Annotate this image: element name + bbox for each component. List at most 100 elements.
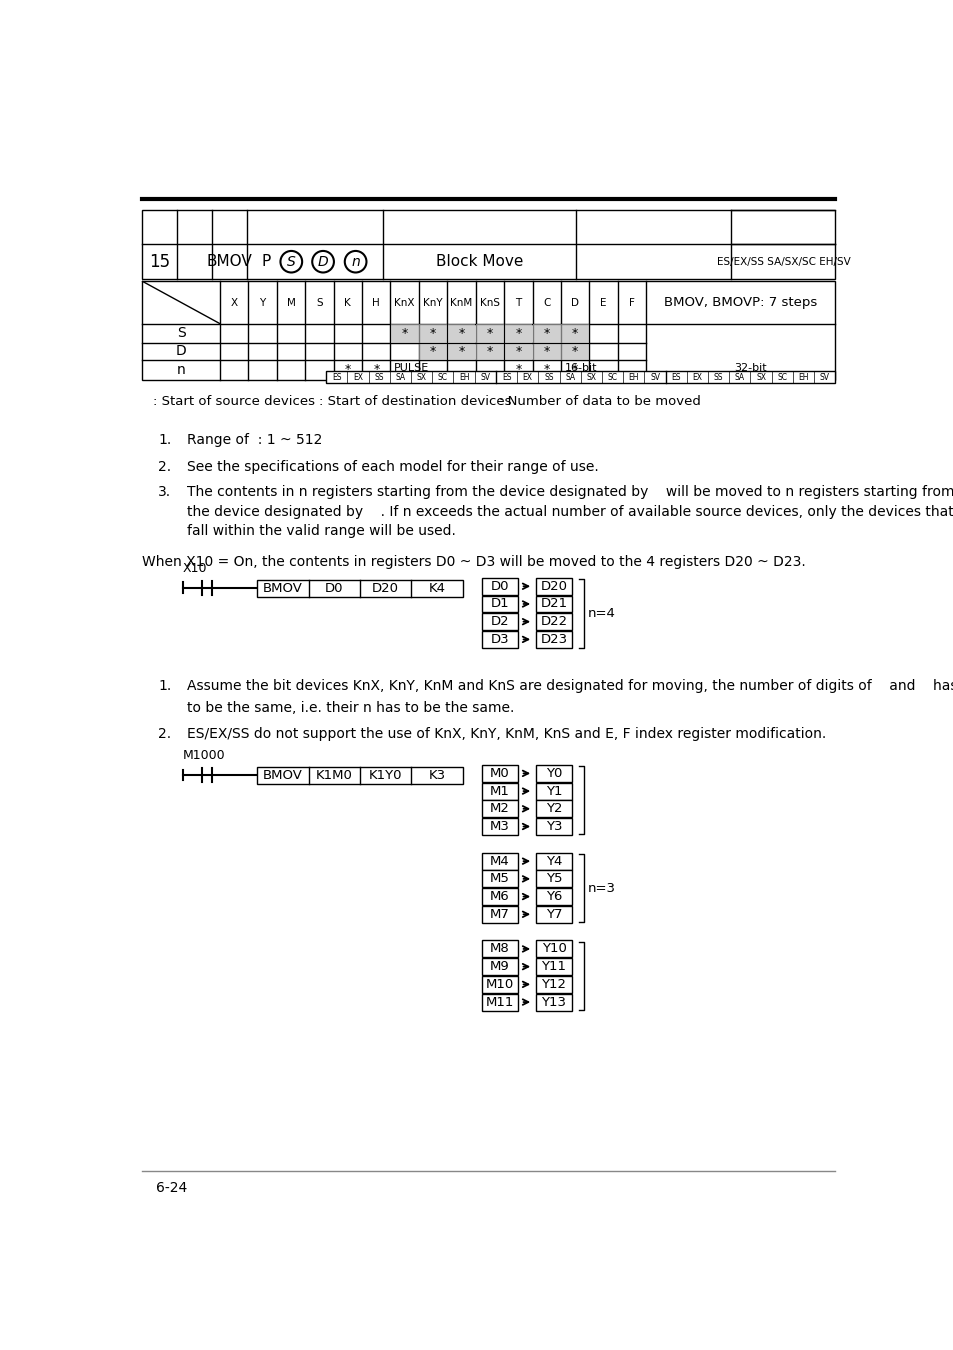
Text: *: *: [486, 327, 493, 340]
Bar: [419, 324, 446, 343]
Text: M10: M10: [485, 977, 514, 991]
Text: the device designated by    . If n exceeds the actual number of available source: the device designated by . If n exceeds …: [187, 505, 953, 518]
Text: KnS: KnS: [479, 297, 499, 308]
Text: D3: D3: [490, 633, 509, 645]
Text: K: K: [344, 297, 351, 308]
Bar: [447, 344, 475, 360]
Text: 16-bit: 16-bit: [564, 363, 597, 374]
Bar: [536, 630, 571, 648]
Text: EX: EX: [692, 373, 701, 382]
Text: *: *: [543, 344, 549, 358]
Bar: [481, 994, 517, 1011]
Text: : Start of source devices: : Start of source devices: [153, 394, 315, 408]
Text: S: S: [176, 327, 186, 340]
Text: to be the same, i.e. their n has to be the same.: to be the same, i.e. their n has to be t…: [187, 701, 515, 716]
Text: D0: D0: [490, 579, 509, 593]
Text: *: *: [430, 327, 436, 340]
Text: M3: M3: [489, 819, 509, 833]
Bar: [536, 871, 571, 887]
Bar: [481, 941, 517, 957]
Text: Y3: Y3: [545, 819, 561, 833]
Bar: [533, 324, 560, 343]
Text: E: E: [599, 297, 606, 308]
Text: : Number of data to be moved: : Number of data to be moved: [498, 394, 700, 408]
Text: Y4: Y4: [545, 855, 561, 868]
Text: D22: D22: [540, 616, 567, 628]
Text: SX: SX: [416, 373, 426, 382]
Text: *: *: [458, 344, 464, 358]
Text: M5: M5: [489, 872, 509, 886]
Text: The contents in n registers starting from the device designated by    will be mo: The contents in n registers starting fro…: [187, 486, 953, 500]
Text: SS: SS: [543, 373, 553, 382]
Bar: [481, 765, 517, 782]
Bar: [476, 324, 503, 343]
Text: M8: M8: [490, 942, 509, 956]
Text: D: D: [317, 255, 328, 269]
Text: 2.: 2.: [158, 460, 171, 474]
Text: 3.: 3.: [158, 486, 171, 500]
Text: D2: D2: [490, 616, 509, 628]
Text: ES: ES: [671, 373, 680, 382]
Text: : Start of destination devices: : Start of destination devices: [319, 394, 511, 408]
Text: Y10: Y10: [541, 942, 566, 956]
Text: D20: D20: [540, 579, 567, 593]
Text: n: n: [176, 363, 186, 377]
Text: EH: EH: [798, 373, 808, 382]
Bar: [257, 767, 462, 784]
Text: S: S: [315, 297, 322, 308]
Text: Y1: Y1: [545, 784, 561, 798]
Bar: [536, 906, 571, 923]
Text: *: *: [486, 344, 493, 358]
Text: KnX: KnX: [394, 297, 415, 308]
Text: S: S: [287, 255, 295, 269]
Text: BMOV: BMOV: [263, 769, 302, 782]
Text: K4: K4: [428, 582, 445, 595]
Bar: [481, 906, 517, 923]
Bar: [257, 580, 462, 597]
Text: *: *: [543, 327, 549, 340]
Text: Block Move: Block Move: [436, 254, 523, 269]
Text: *: *: [543, 363, 549, 377]
Text: M1: M1: [489, 784, 509, 798]
Bar: [419, 344, 446, 360]
Text: EH: EH: [628, 373, 639, 382]
Text: M4: M4: [490, 855, 509, 868]
Text: *: *: [515, 344, 521, 358]
Text: *: *: [515, 363, 521, 377]
Bar: [481, 853, 517, 869]
Bar: [536, 613, 571, 630]
Text: K1M0: K1M0: [315, 769, 353, 782]
Text: n: n: [351, 255, 359, 269]
Text: When X10 = On, the contents in registers D0 ~ D3 will be moved to the 4 register: When X10 = On, the contents in registers…: [142, 555, 805, 568]
Text: *: *: [373, 363, 379, 377]
Bar: [481, 630, 517, 648]
Text: ES/EX/SS SA/SX/SC EH/SV: ES/EX/SS SA/SX/SC EH/SV: [716, 256, 849, 267]
Text: SC: SC: [777, 373, 786, 382]
Bar: [481, 958, 517, 975]
Bar: [536, 595, 571, 613]
Text: Assume the bit devices KnX, KnY, KnM and KnS are designated for moving, the numb: Assume the bit devices KnX, KnY, KnM and…: [187, 679, 953, 694]
Text: K3: K3: [428, 769, 445, 782]
Text: X10: X10: [183, 562, 207, 575]
Text: M0: M0: [490, 767, 509, 780]
Text: Y6: Y6: [545, 890, 561, 903]
Text: SX: SX: [756, 373, 765, 382]
Bar: [560, 344, 588, 360]
Text: n=4: n=4: [587, 608, 616, 620]
Text: M6: M6: [490, 890, 509, 903]
Bar: [447, 324, 475, 343]
Text: D1: D1: [490, 598, 509, 610]
Text: X: X: [231, 297, 237, 308]
Bar: [142, 209, 835, 279]
Bar: [481, 801, 517, 817]
Bar: [536, 853, 571, 869]
Text: M7: M7: [489, 907, 509, 921]
Text: SS: SS: [713, 373, 722, 382]
Bar: [481, 888, 517, 905]
Text: ES/EX/SS do not support the use of KnX, KnY, KnM, KnS and E, F index register mo: ES/EX/SS do not support the use of KnX, …: [187, 728, 826, 741]
Text: *: *: [430, 344, 436, 358]
Text: *: *: [572, 327, 578, 340]
Text: M: M: [286, 297, 295, 308]
Bar: [481, 783, 517, 799]
Text: M9: M9: [490, 960, 509, 973]
